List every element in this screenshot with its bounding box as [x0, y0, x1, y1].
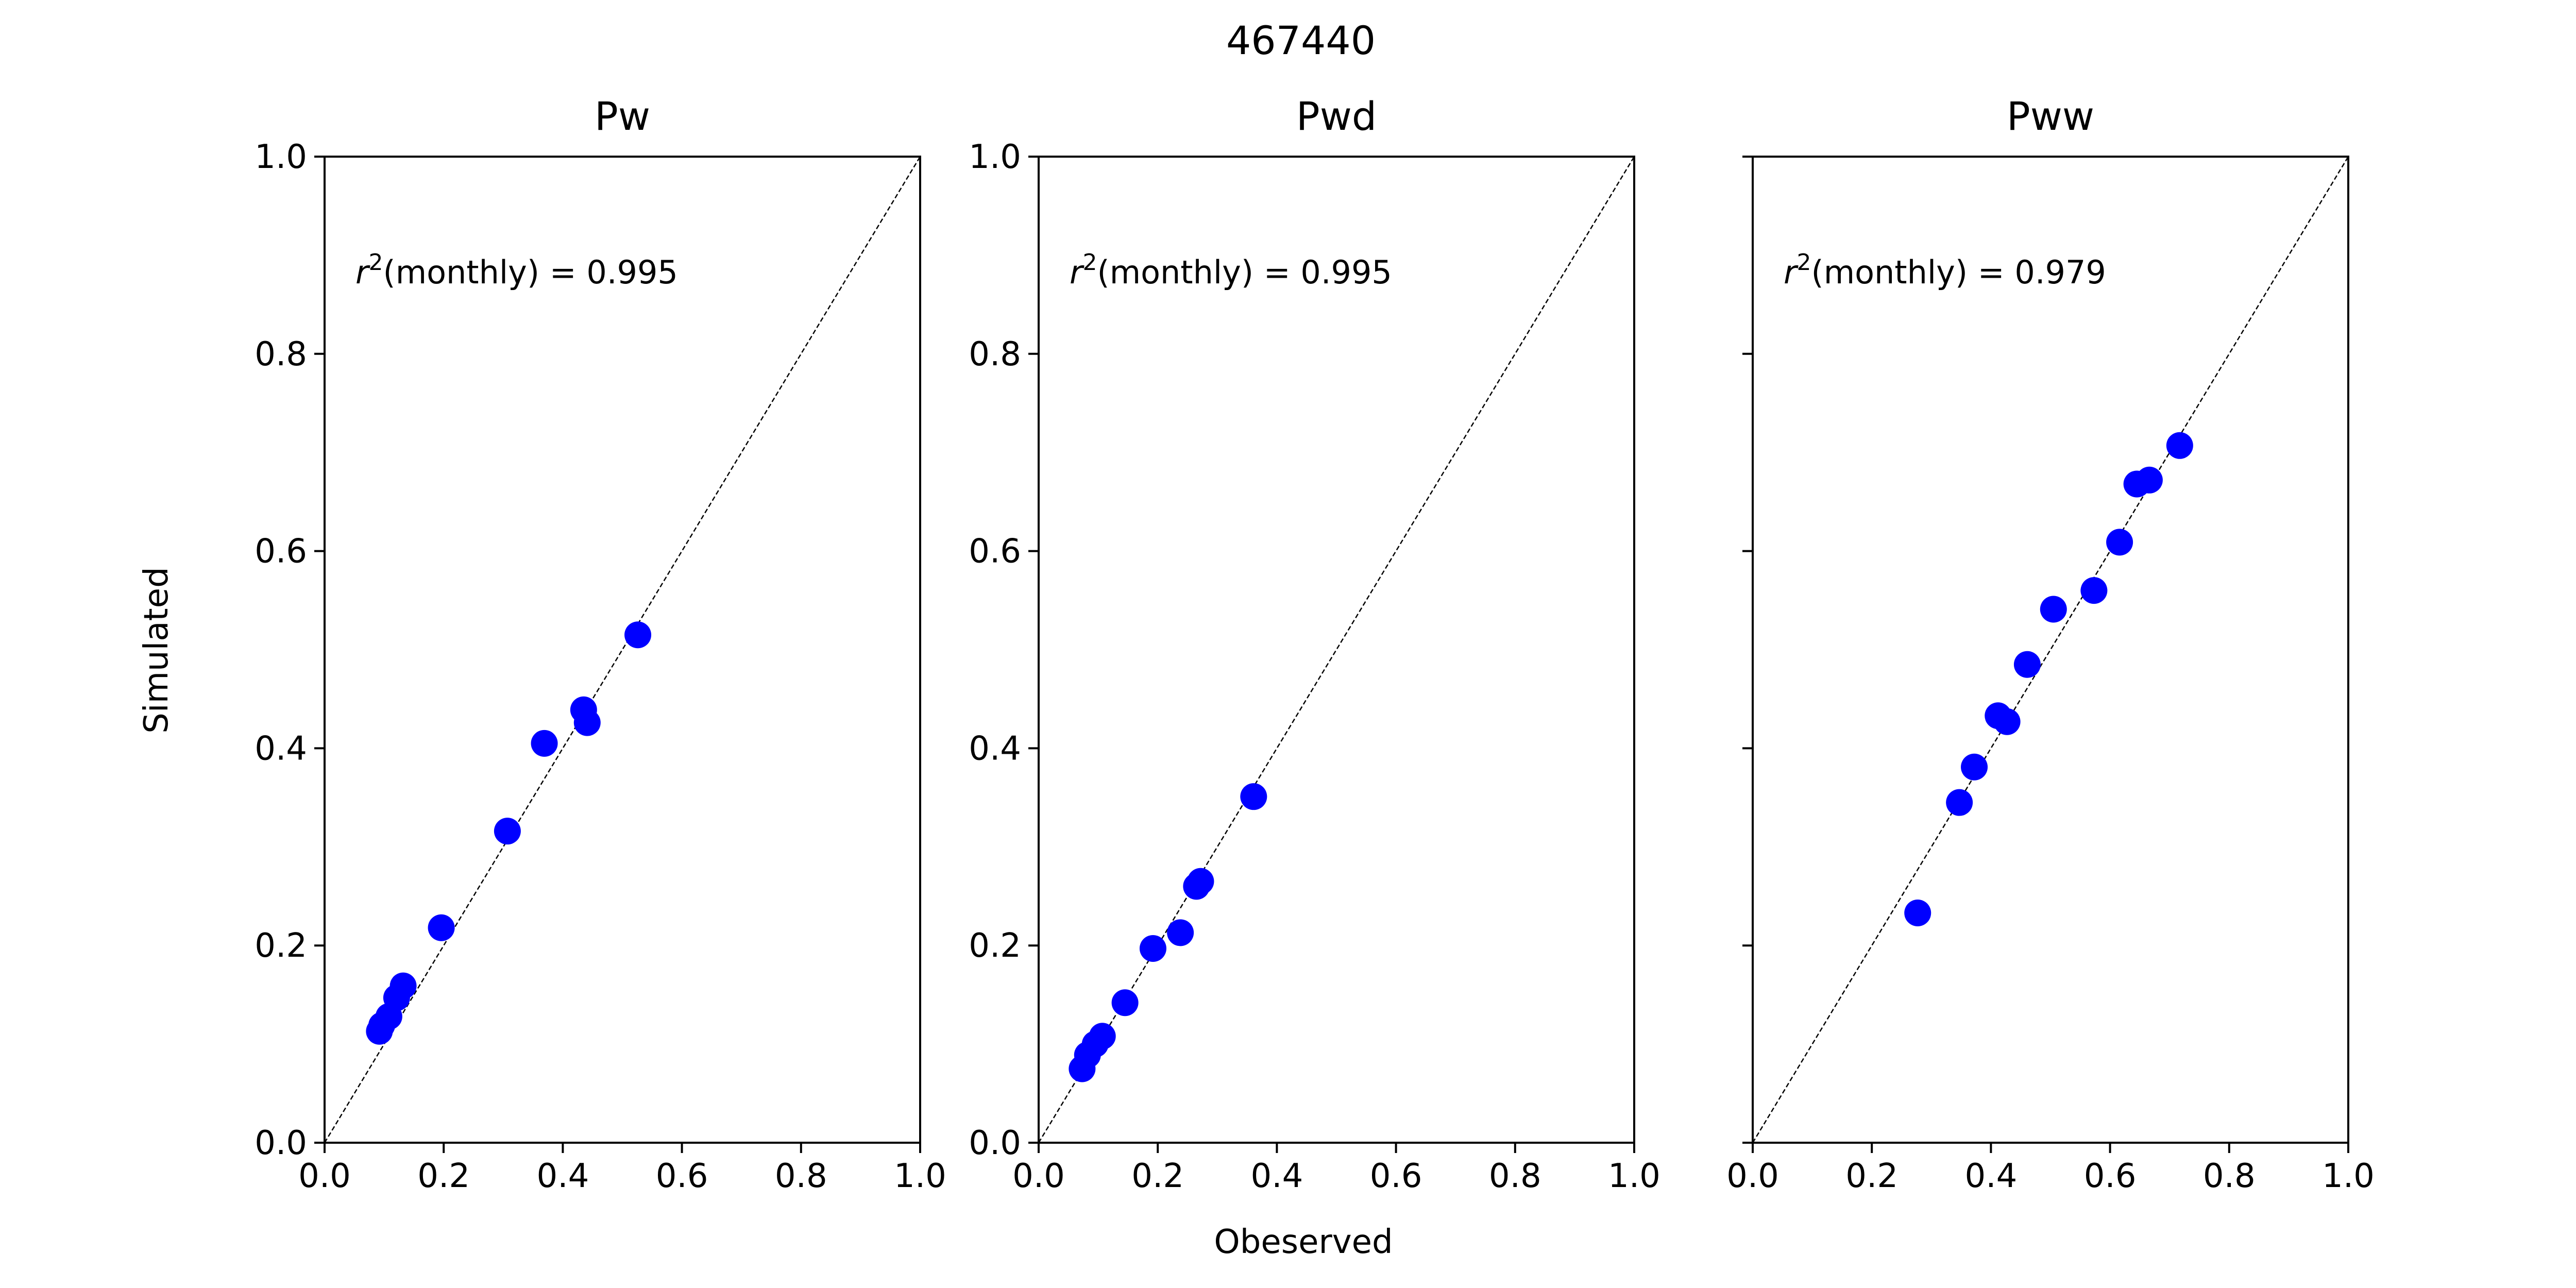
reference-line	[324, 156, 921, 1143]
subplot-title: Pw	[595, 93, 650, 139]
data-point	[428, 914, 455, 941]
data-point	[2106, 529, 2133, 556]
y-tick-label: 0.6	[255, 533, 307, 571]
data-point	[2080, 577, 2108, 604]
r2-annotation: r2(monthly) = 0.979	[1784, 249, 2106, 291]
data-point	[573, 709, 601, 736]
r2-annotation: r2(monthly) = 0.995	[1070, 249, 1392, 291]
y-axis-label: Simulated	[138, 567, 176, 733]
x-tick-label: 0.2	[1845, 1157, 1898, 1195]
data-point	[1993, 708, 2021, 735]
x-tick-label: 1.0	[2322, 1157, 2375, 1195]
x-tick-label: 0.4	[1965, 1157, 2018, 1195]
data-point	[1240, 783, 1267, 810]
r2-symbol: r	[355, 253, 370, 291]
y-tick-label: 1.0	[969, 138, 1021, 176]
subplot-title: Pww	[2007, 93, 2094, 139]
subplot-pwd: 0.0 0.2 0.4 0.6 0.8 1.0 0.0 0.2 0.4 0.6 0.8 1.0 Pwd r…	[969, 93, 1660, 1195]
r2-text: (monthly) = 0.979	[1811, 253, 2106, 291]
y-tick-label: 0.6	[969, 533, 1021, 571]
data-point	[1167, 919, 1194, 946]
y-tick-label: 0.0	[255, 1124, 307, 1162]
x-tick-label: 0.0	[1012, 1157, 1065, 1195]
r2-symbol: r	[1070, 253, 1084, 291]
x-tick-label: 1.0	[894, 1157, 946, 1195]
data-point	[2040, 596, 2067, 623]
x-tick-label: 0.6	[1370, 1157, 1422, 1195]
r2-exponent: 2	[369, 249, 383, 276]
y-tick-label: 0.2	[255, 927, 307, 965]
figure-title: 467440	[1226, 18, 1376, 63]
r2-annotation: r2(monthly) = 0.995	[355, 249, 678, 291]
plot-frame	[324, 156, 921, 1144]
data-point	[2136, 466, 2163, 494]
x-tick-label: 0.0	[1726, 1157, 1779, 1195]
x-tick-label: 0.4	[1251, 1157, 1303, 1195]
subplot-pw: 0.0 0.2 0.4 0.6 0.8 1.0 0.0 0.2 0.4 0.6 0.8 1.0 Pw r2…	[255, 93, 946, 1195]
x-tick-label: 0.8	[775, 1157, 827, 1195]
subplot-pww: 0.0 0.2 0.4 0.6 0.8 1.0 Pww r2(monthly) = 0.979	[1726, 93, 2375, 1195]
r2-exponent: 2	[1083, 249, 1097, 276]
subplot-title: Pwd	[1296, 93, 1377, 139]
reference-line	[1038, 156, 1635, 1143]
r2-exponent: 2	[1797, 249, 1811, 276]
subplots: 0.0 0.2 0.4 0.6 0.8 1.00.00.20.40.60.81.0Pwr2…	[255, 93, 2375, 1195]
y-tick-label: 1.0	[255, 138, 307, 176]
data-point	[1089, 1023, 1116, 1050]
r2-text: (monthly) = 0.995	[383, 253, 678, 291]
reference-line	[1752, 156, 2349, 1143]
r2-text: (monthly) = 0.995	[1097, 253, 1392, 291]
plot-frame	[1752, 156, 2349, 1144]
x-tick-label: 0.8	[1489, 1157, 1541, 1195]
data-point	[1111, 989, 1139, 1016]
x-tick-label: 0.6	[656, 1157, 708, 1195]
x-tick-label: 0.0	[298, 1157, 351, 1195]
data-point	[389, 972, 417, 999]
r2-symbol: r	[1784, 253, 1799, 291]
data-point	[1187, 868, 1214, 895]
plot-frame	[1038, 156, 1635, 1144]
x-tick-label: 0.8	[2203, 1157, 2256, 1195]
data-point	[1904, 900, 1931, 927]
y-tick-label: 0.4	[969, 730, 1021, 768]
x-tick-label: 0.2	[417, 1157, 470, 1195]
data-point	[2166, 432, 2193, 459]
data-point	[2013, 651, 2041, 678]
data-point	[1139, 935, 1166, 962]
x-tick-label: 0.6	[2084, 1157, 2137, 1195]
y-tick-label: 0.4	[255, 730, 307, 768]
data-point	[494, 818, 521, 845]
x-tick-label: 0.4	[537, 1157, 589, 1195]
x-axis-label: Obeserved	[1214, 1223, 1393, 1261]
data-point	[1961, 753, 1988, 781]
data-point	[1946, 789, 1973, 816]
x-tick-label: 0.2	[1131, 1157, 1184, 1195]
x-tick-label: 1.0	[1608, 1157, 1660, 1195]
y-tick-label: 0.0	[969, 1124, 1021, 1162]
y-tick-label: 0.2	[969, 927, 1021, 965]
data-point	[531, 730, 558, 757]
y-tick-label: 0.8	[969, 335, 1021, 374]
y-tick-label: 0.8	[255, 335, 307, 374]
data-point	[624, 621, 652, 649]
